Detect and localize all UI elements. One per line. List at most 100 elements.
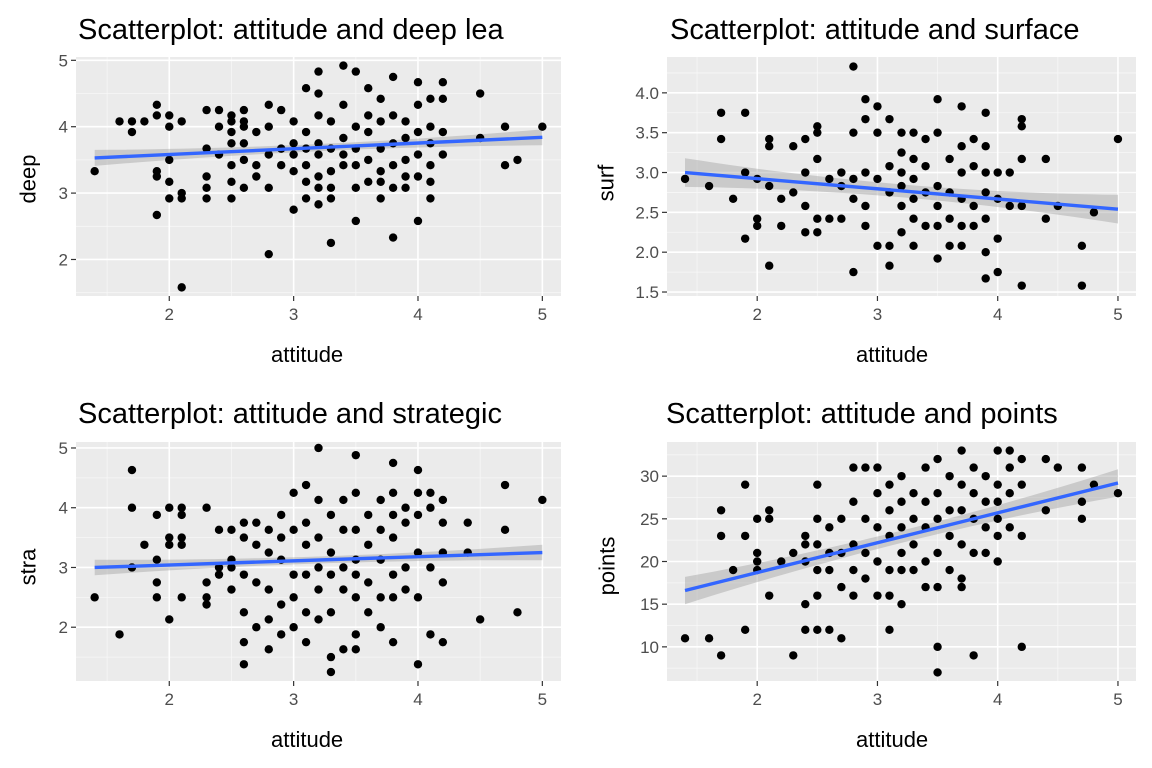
data-point [364,84,373,93]
y-tick-label: 5 [59,51,68,70]
data-point [364,111,373,120]
data-point [981,108,990,117]
data-point [500,161,510,170]
data-point [825,214,834,223]
data-point [413,660,423,669]
regression-line [684,481,1119,593]
data-point [376,525,385,535]
data-point [339,645,348,654]
data-point [177,510,186,520]
data-point [351,122,361,131]
data-point [849,591,858,600]
data-point [933,128,942,137]
x-axis-label: attitude [271,727,344,752]
data-point [957,221,966,231]
data-point [326,166,336,176]
data-point [1017,114,1026,124]
x-tick-label: 5 [538,305,547,324]
data-point [993,497,1002,506]
chart-title: Scatterplot: attitude and deep lea [78,14,504,46]
data-point [426,503,435,512]
y-tick-label: 4 [59,118,68,137]
data-point [1041,506,1051,515]
data-point [885,261,894,270]
x-tick-label: 2 [752,690,761,709]
data-point [314,150,323,159]
regression-line [684,170,1119,211]
data-point [376,194,385,203]
data-point [765,514,774,524]
data-point [849,497,858,506]
data-point [463,518,472,527]
data-point [933,582,942,592]
data-point [388,233,398,242]
data-point [885,591,894,600]
data-point [90,166,99,176]
data-point [909,489,918,498]
data-point [339,133,348,143]
data-point [777,194,786,204]
data-point [252,518,261,527]
data-point [438,518,448,527]
data-point [413,150,423,159]
x-tick-label: 3 [289,305,298,324]
data-point [897,181,906,191]
data-point [227,139,236,148]
data-point [401,117,410,126]
data-point [1041,154,1051,164]
data-point [227,525,236,535]
data-point [885,506,894,515]
data-point [202,503,211,512]
data-point [426,122,435,131]
data-point [227,585,236,594]
data-point [873,591,882,600]
data-point [438,78,448,87]
data-point [813,480,822,489]
data-point [704,634,714,643]
data-point [909,194,918,204]
data-point [849,62,858,71]
data-point [351,630,361,639]
data-point [426,161,435,170]
data-point [1005,463,1014,472]
data-point [789,651,798,660]
data-point [289,205,298,214]
data-point [388,488,398,497]
data-point [314,89,323,98]
data-point [202,172,211,181]
data-point [680,174,690,184]
data-point [301,84,311,93]
data-point [401,518,410,527]
data-point [1017,281,1026,290]
data-point [388,161,398,170]
data-point [339,161,348,170]
y-tick-label: 30 [640,467,659,486]
data-point [1113,489,1123,498]
data-point [426,563,435,572]
data-point [289,525,298,535]
data-point [314,615,323,624]
data-point [993,446,1002,455]
regression-line [94,135,543,160]
data-point [885,625,894,634]
data-point [301,194,311,203]
data-point [945,506,954,515]
chart-title: Scatterplot: attitude and surface [670,14,1080,46]
data-point [239,518,249,527]
data-point [165,155,174,165]
data-point [897,128,906,137]
x-tick-label: 2 [165,690,174,709]
data-point [289,570,298,579]
data-point [777,221,786,231]
data-point [413,216,423,226]
x-axis-label: attitude [856,727,929,752]
data-point [873,557,882,566]
data-point [945,241,954,251]
data-point [177,593,186,602]
data-point [993,557,1002,566]
data-point [326,608,336,617]
data-point [264,548,273,557]
x-tick-label: 5 [1113,305,1122,324]
data-point [909,128,918,137]
data-point [214,525,224,535]
